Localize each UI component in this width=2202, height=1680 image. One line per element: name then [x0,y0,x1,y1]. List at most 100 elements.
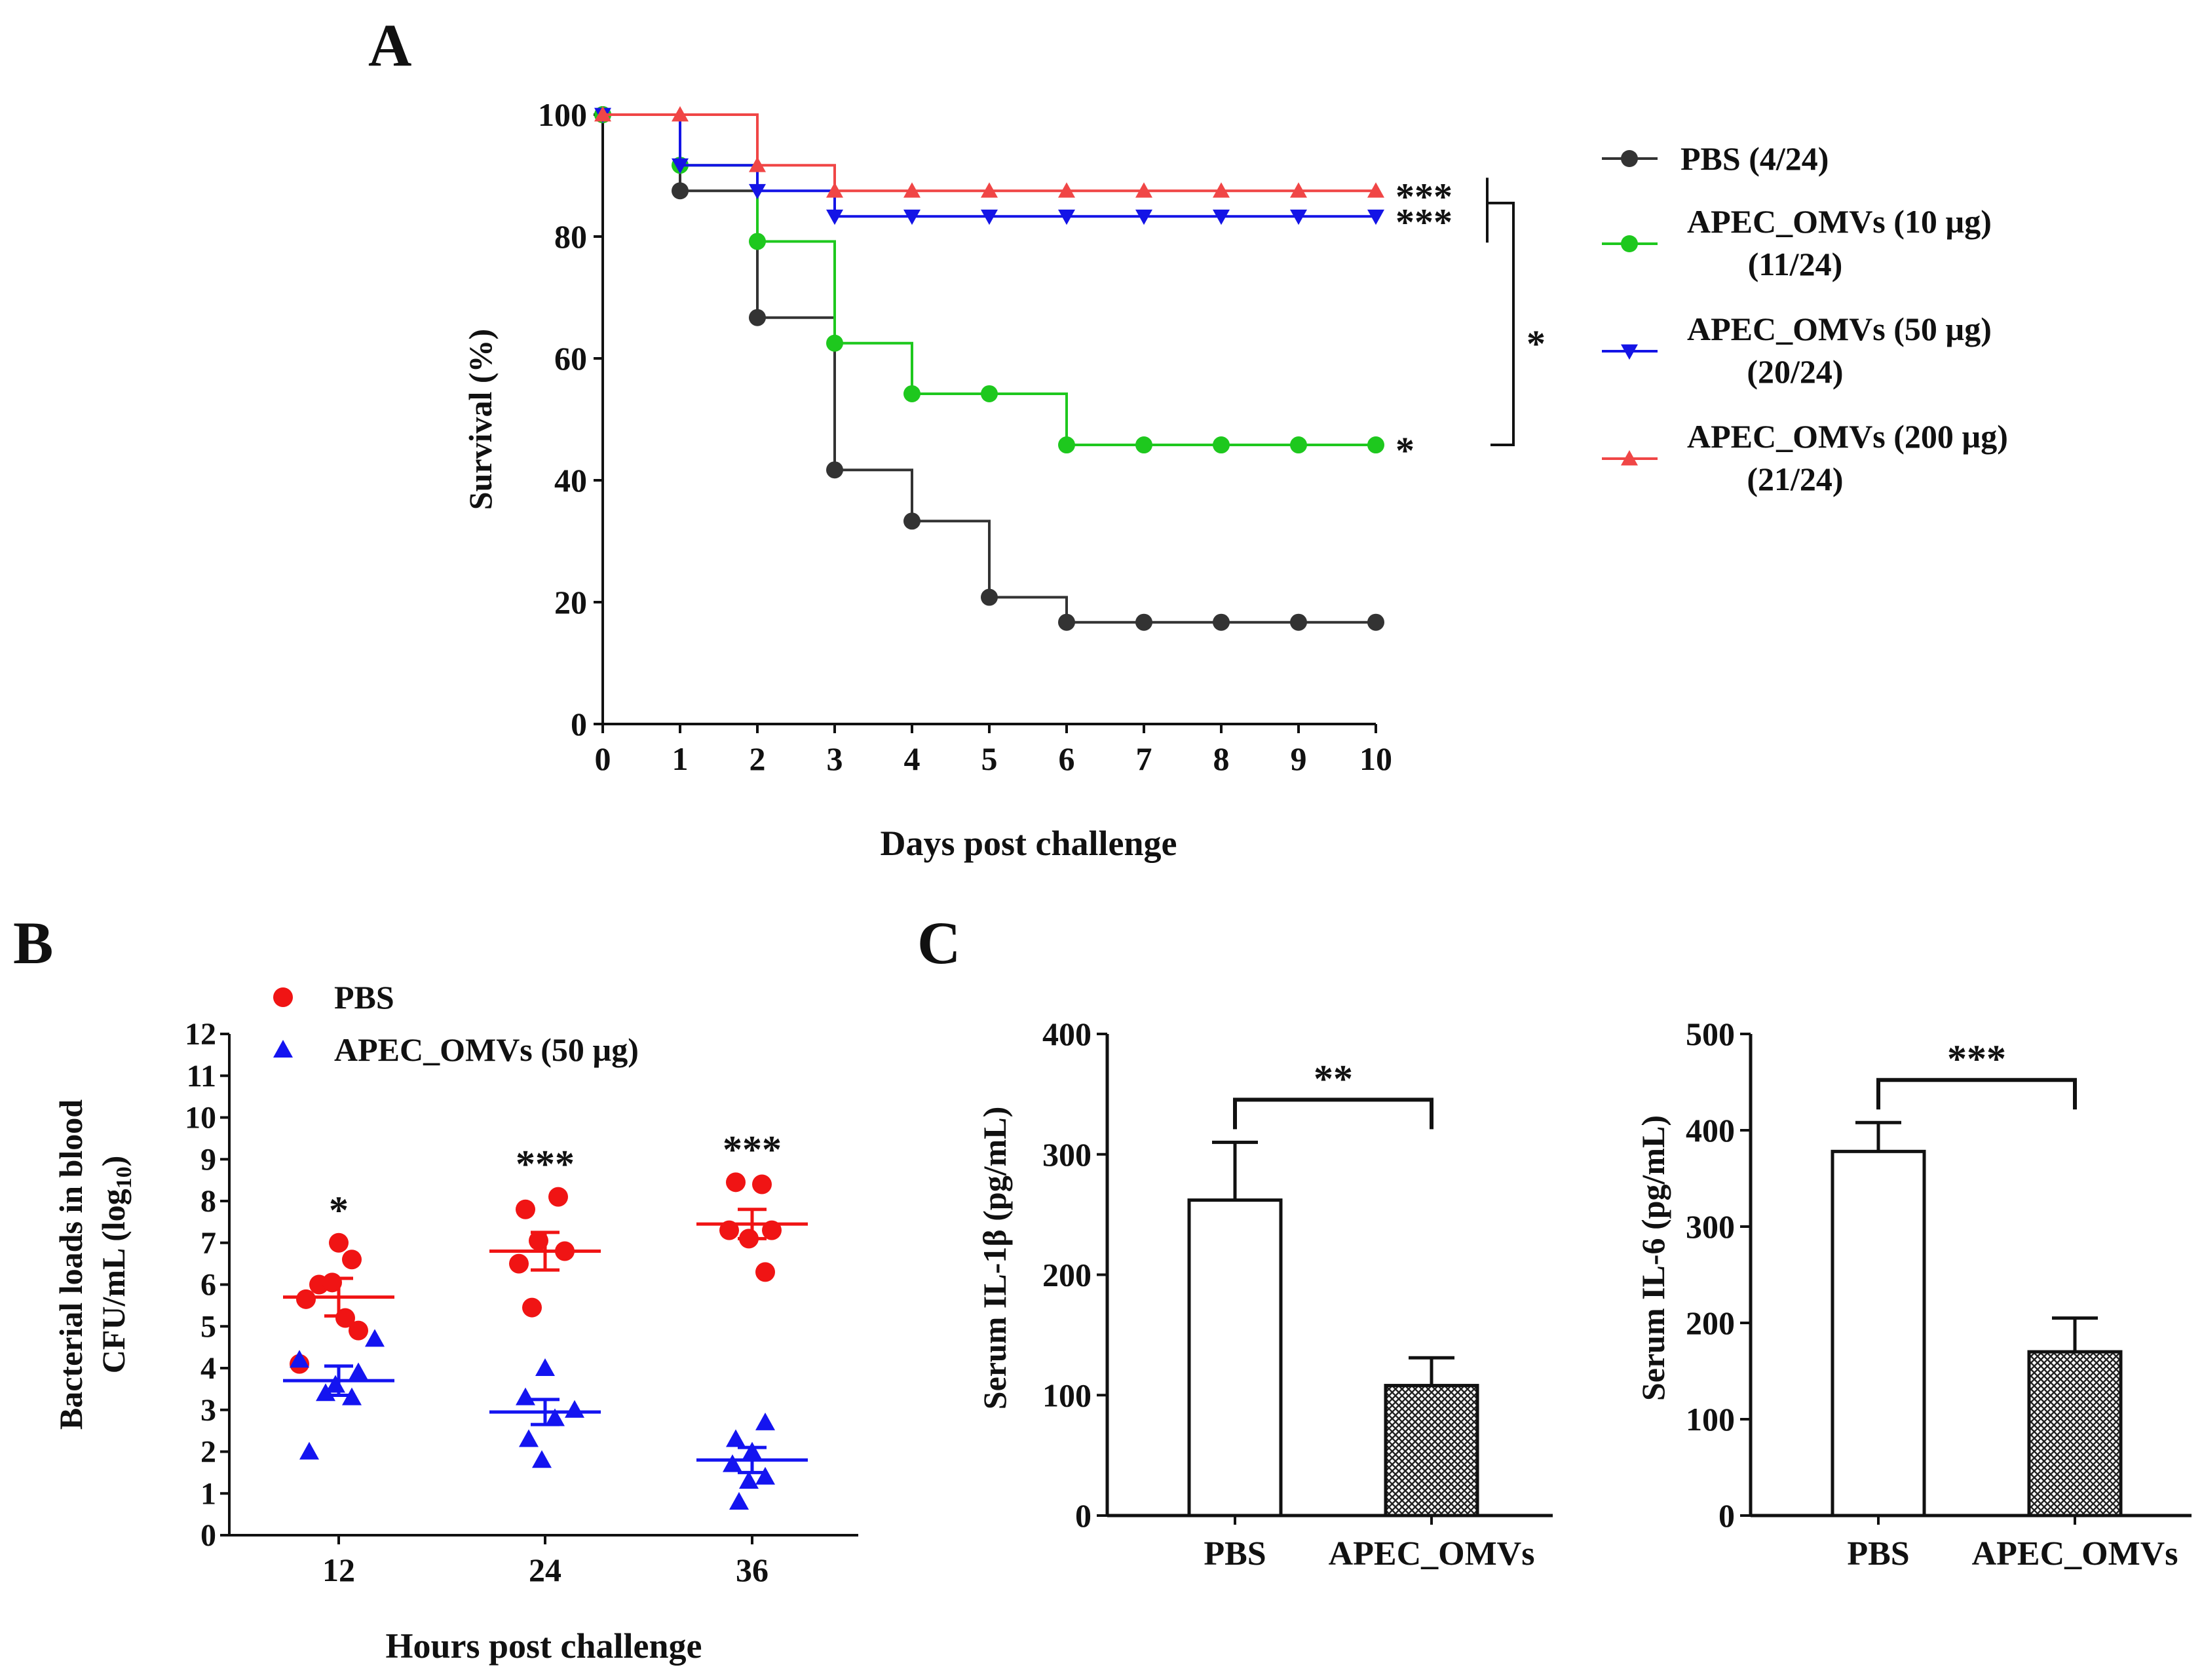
panel-c-il6-y-tick-label: 500 [1686,1016,1735,1052]
panel-b-data-point [349,1362,368,1381]
panel-c-il6-chart: 0 100 200 300 400 500 PBS APEC_OMVs *** Serum IL… [1635,1016,2192,1573]
panel-a-x-tick-label: 5 [981,740,998,777]
panel-b-data-point [532,1450,552,1468]
panel-a-data-point [672,158,689,174]
panel-a-data-point [1135,182,1152,198]
panel-a-legend-label: APEC_OMVs (200 µg) [1687,418,2008,455]
panel-a-data-point [903,182,921,198]
panel-a-data-point [1367,182,1384,198]
panel-a-series-line [603,113,1376,193]
panel-c-il1b-y-tick-label: 400 [1042,1016,1092,1052]
panel-a-data-point [1290,209,1307,225]
panel-b-data-point [519,1429,539,1447]
panel-a-data-point [1213,436,1230,454]
panel-b-legend: PBS APEC_OMVs (50 µg) [273,979,639,1068]
panel-a-legend-label: PBS (4/24) [1680,140,1829,177]
panel-a-data-point [1213,613,1230,631]
panel-b-data-point [548,1187,568,1207]
panel-a-x-tick-label: 4 [904,740,921,777]
panel-a-data-point [903,512,921,530]
panel-c-il6-x-tick-label: PBS [1847,1535,1909,1573]
panel-b-data-point [752,1174,772,1194]
panel-a-y-tick-label: 0 [571,706,587,742]
panel-b-data-point [329,1232,349,1253]
panel-c-il1b-y-tick-label: 300 [1042,1136,1092,1173]
panel-c-il6-y-tick-label: 300 [1686,1208,1735,1245]
panel-c-il1b-x-tick-label: PBS [1204,1535,1266,1573]
panel-a-data-point [672,106,689,122]
panel-a-data-point [981,588,998,606]
panel-b-data-point [522,1297,542,1318]
panel-b-y-tick-label: 0 [200,1518,216,1553]
panel-a-data-point [594,106,611,122]
panel-b-y-label-line2: CFU/mL (log [95,1189,132,1373]
panel-c-il1b-significance: ** [1314,1057,1353,1100]
panel-a-y-tick-label: 20 [554,584,587,620]
panel-a-data-point [1367,209,1384,225]
panel-b-data-point [545,1408,565,1426]
panel-a-data-point [1135,436,1152,454]
panel-b-y-tick-label: 5 [200,1309,216,1344]
panel-a-data-point [1213,182,1230,198]
panel-a-significance-bracket: * [1527,322,1546,365]
panel-a-data-point [1135,209,1152,225]
panel-b-y-tick-label: 6 [200,1268,216,1303]
panel-b-data-point [739,1471,759,1489]
panel-c-il6-bar [2027,1350,2123,1518]
panel-a-x-tick-label: 1 [672,740,689,777]
panel-b-x-tick-label: 24 [529,1552,561,1588]
panel-b-letter: B [13,909,53,976]
panel-a-data-point [981,385,998,402]
panel-a-y-tick-label: 60 [554,340,587,377]
panel-a-data-point [749,233,766,250]
panel-a-bracket [1487,201,1515,447]
panel-a-data-point [672,182,689,200]
panel-b-data-point [565,1400,584,1418]
panel-b-data-point [342,1250,362,1270]
panel-a-data-point [903,385,921,402]
panel-a-data-point [749,309,766,326]
panel-a-significance-red: *** [1395,175,1452,218]
panel-b-y-label-line1: Bacterial loads in blood [52,1099,89,1430]
panel-b-data-point [535,1358,555,1376]
panel-c-il1b-significance-bracket [1233,1098,1433,1130]
panel-b-y-tick-label: 3 [200,1393,216,1428]
panel-b-y-axis-label-2: CFU/mL (log10) [95,1156,136,1374]
panel-c-il1b-y-tick-label: 100 [1042,1377,1092,1413]
panel-a-data-point [1135,613,1152,631]
panel-c-il6-significance: *** [1947,1037,2006,1080]
panel-b-y-tick-label: 4 [200,1351,216,1386]
panel-b-legend-marker [273,1040,293,1058]
panel-c-il6-significance-bracket [1876,1078,2077,1110]
panel-c-il6-y-tick-label: 400 [1686,1112,1735,1149]
panel-a-legend-label-count: (21/24) [1747,461,1843,497]
panel-a-data-point [826,182,843,198]
panel-a-letter: A [368,12,411,79]
panel-c-il1b-bar [1384,1384,1479,1518]
panel-a-data-point [981,182,998,198]
panel-a-x-tick-label: 2 [750,740,766,777]
panel-b-data-point [290,1350,309,1368]
panel-a-x-tick-label: 10 [1359,740,1392,777]
panel-b-y-label-subscript: 10 [112,1166,136,1189]
panel-b-data-point [365,1329,385,1347]
panel-a-x-axis-label: Days post challenge [880,824,1177,863]
panel-c-il1b-chart: 0 100 200 300 400 PBS APEC_OMVs ** Serum IL-1β … [976,1016,1553,1573]
panel-b-y-tick-label: 1 [200,1476,216,1511]
panel-a-legend-marker [1621,235,1638,252]
panel-b-data-point [349,1320,368,1341]
panel-a-legend: PBS (4/24) APEC_OMVs (10 µg) (11/24) APEC_O… [1602,140,2008,497]
panel-c-il6-y-tick-label: 100 [1686,1401,1735,1438]
panel-b-data-point [726,1172,746,1193]
panel-b-data-point [755,1412,775,1430]
panel-b-x-tick-label: 36 [736,1552,769,1588]
panel-a-data-point [1058,182,1075,198]
panel-a-data-point [981,209,998,225]
panel-a-data-point [826,334,843,352]
panel-b-data-point [296,1289,316,1309]
panel-a-significance-green: * [1395,429,1414,472]
